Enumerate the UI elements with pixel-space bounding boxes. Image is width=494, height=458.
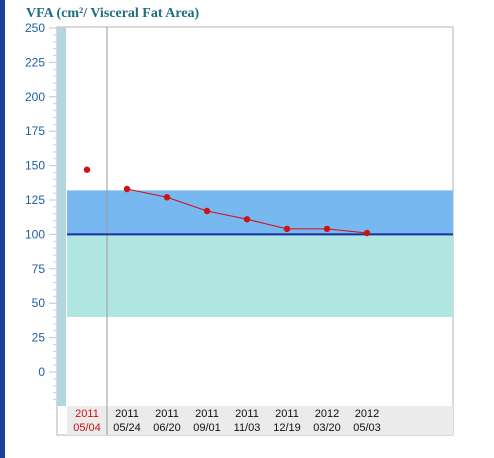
chart-title-unit: (cm²/ Visceral Fat Area) (56, 6, 200, 21)
x-tick-date: 11/03 (234, 422, 261, 434)
y-tick-label: 250 (25, 21, 45, 35)
y-tick-label: 75 (32, 262, 46, 276)
x-tick-year: 2011 (195, 408, 219, 420)
x-tick-date: 05/24 (113, 422, 141, 434)
x-tick-date: 06/20 (153, 422, 181, 434)
y-tick-label: 100 (25, 227, 45, 241)
x-tick-year: 2012 (315, 408, 339, 420)
x-tick-year: 2011 (155, 408, 179, 420)
data-point (323, 225, 331, 233)
x-tick-year: 2012 (355, 408, 379, 420)
x-tick-date: 12/19 (273, 422, 301, 434)
x-tick-year: 2011 (275, 408, 299, 420)
data-point (163, 194, 171, 201)
x-tick-year: 2011 (235, 408, 259, 420)
chart-title: VFA (cm²/ Visceral Fat Area) (26, 6, 199, 22)
x-tick-date: 05/03 (353, 422, 381, 434)
chart-title-main: VFA (26, 6, 53, 21)
date-band (67, 406, 453, 435)
data-point (203, 207, 211, 215)
data-point (83, 166, 91, 173)
x-tick-date: 05/04 (73, 422, 101, 434)
data-point (243, 216, 251, 223)
y-tick-label: 0 (38, 365, 45, 379)
y-tick-label: 225 (25, 55, 45, 69)
range-band-0 (67, 190, 453, 235)
x-tick-date: 09/01 (193, 422, 221, 434)
y-tick-label: 200 (25, 90, 45, 104)
range-band-1 (67, 234, 453, 317)
y-tick-label: 150 (25, 159, 45, 173)
x-tick-year: 2011 (75, 408, 99, 420)
data-point (123, 185, 131, 193)
data-point (363, 229, 371, 237)
y-tick-label: 175 (25, 124, 45, 138)
plot-side-strip (57, 27, 66, 406)
x-tick-date: 03/20 (313, 422, 341, 434)
data-point (283, 225, 291, 233)
y-tick-label: 25 (32, 331, 46, 345)
x-tick-year: 2011 (115, 408, 139, 420)
y-tick-label: 125 (25, 193, 45, 207)
y-tick-label: 50 (32, 296, 46, 310)
window-edge (0, 0, 5, 458)
